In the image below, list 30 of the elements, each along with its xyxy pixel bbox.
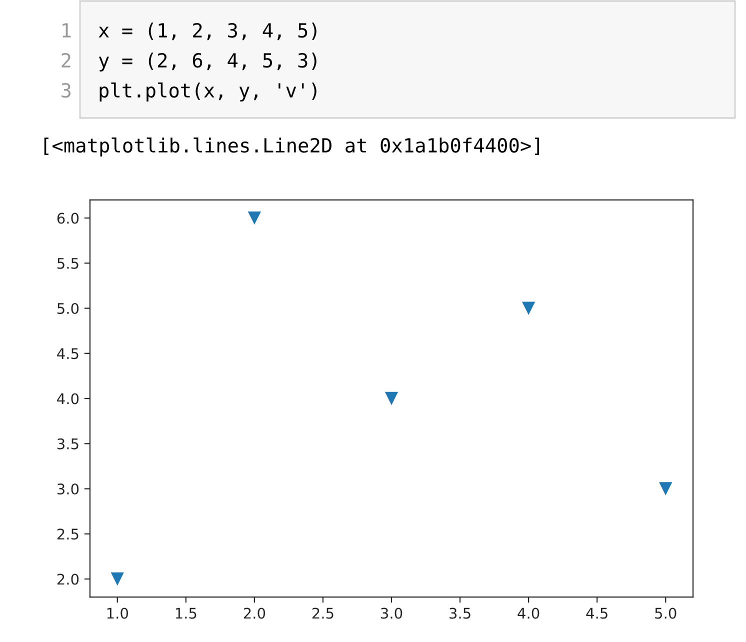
x-tick-label: 4.5 [586,608,608,619]
y-tick-label: 4.5 [57,348,78,360]
y-tick-label: 6.0 [57,212,79,224]
point [522,302,536,315]
text: 3 [62,82,71,98]
y-tick-label: 3.5 [57,438,78,450]
y-tick-label: 3.0 [57,483,79,495]
y-tick-label: 2.0 [57,574,79,585]
point [248,211,262,225]
text: plt.plot(x, y, 'v') [100,82,316,102]
x-tick-label: 3.5 [450,608,470,619]
text: y = (2, 6, 4, 5, 3) [98,52,316,72]
x-tick-label: 5.0 [655,608,676,619]
text: x = (1, 2, 3, 4, 5) [98,22,316,40]
x-tick-label: 2.5 [312,608,334,619]
point [659,482,672,496]
text: 1 [62,23,71,38]
x-tick-label: 2.0 [244,608,266,619]
point [384,392,398,406]
x-tick-label: 1.5 [176,608,196,619]
x-tick-label: 3.0 [381,608,402,619]
y-tick-label: 5.0 [57,302,79,314]
y-tick-label: 4.0 [57,393,79,404]
y-tick-label: 2.5 [57,528,78,540]
text: 2 [62,52,70,68]
point [110,572,124,586]
y-tick-label: 5.5 [57,258,78,269]
text: [<matplotlib.lines.Line2D at 0x1a1b0f4400>] [44,138,539,156]
x-tick-label: 4.0 [518,608,540,619]
x-tick-label: 1.0 [107,608,128,619]
